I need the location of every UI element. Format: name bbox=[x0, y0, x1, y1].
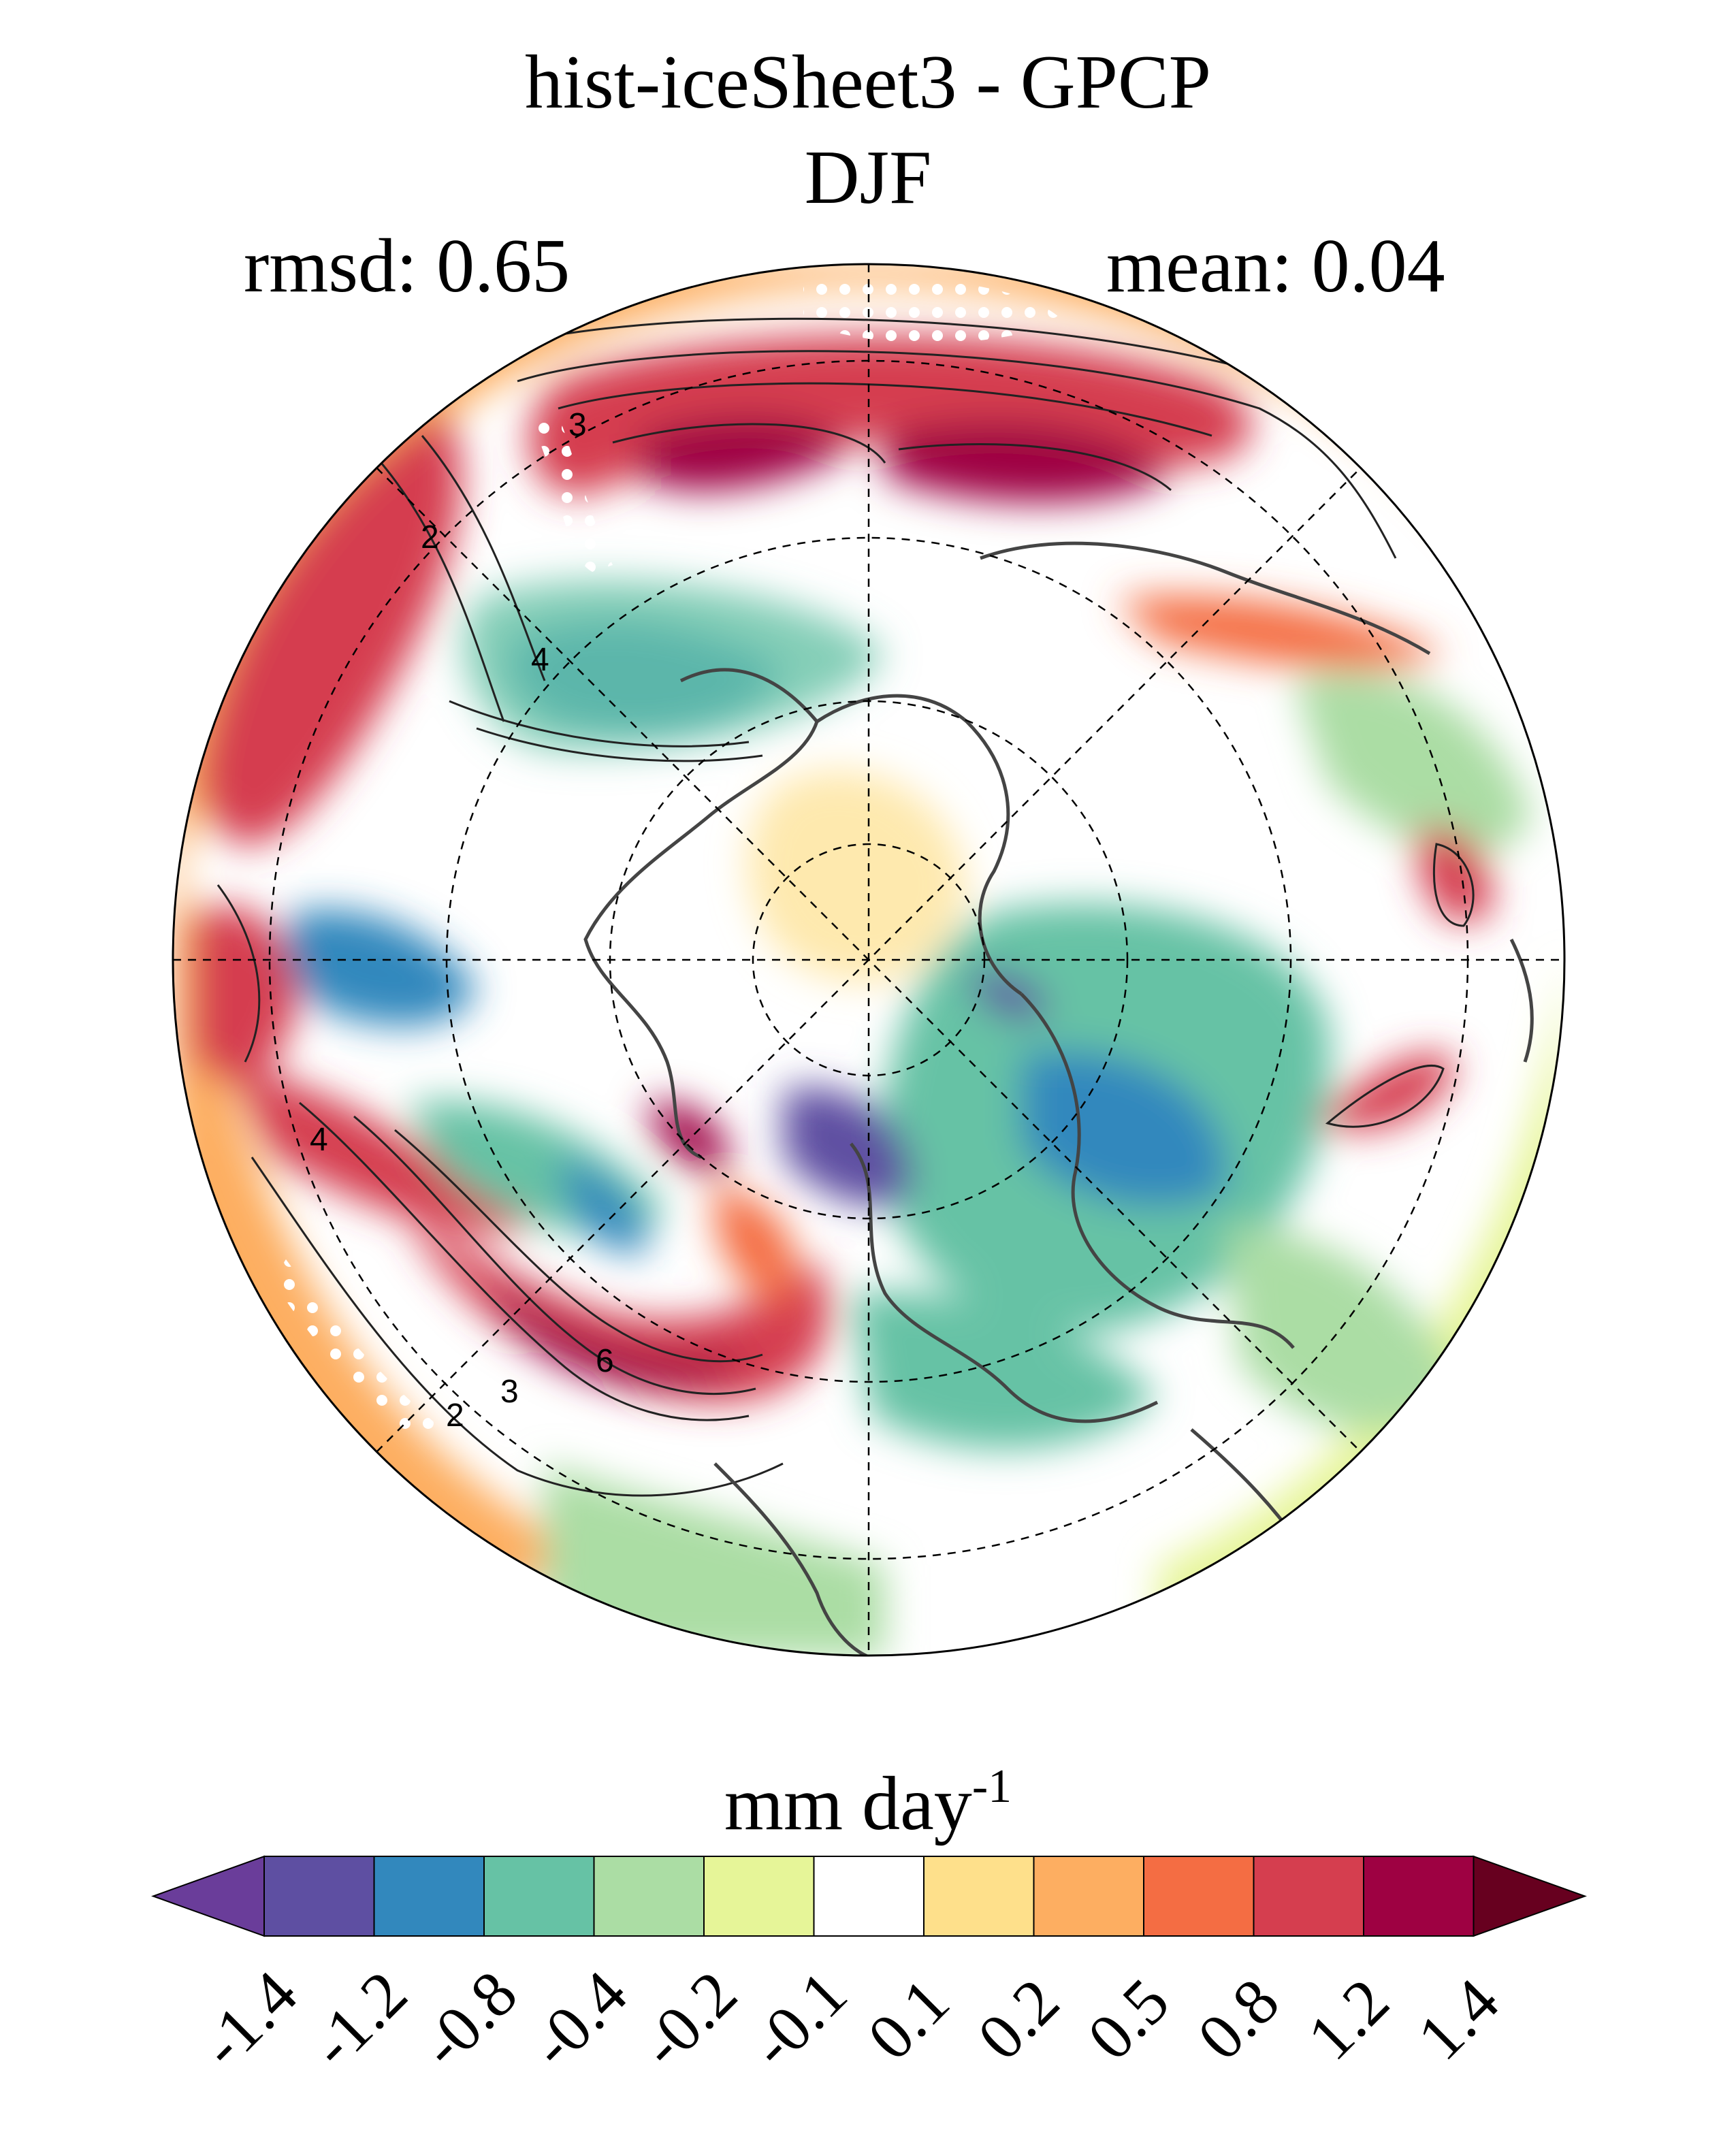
colorbar-box bbox=[1363, 1856, 1475, 1937]
colorbar-tick-label: 0.8 bbox=[1183, 1965, 1293, 2074]
map-field bbox=[173, 264, 1564, 1656]
colorbar-box bbox=[923, 1856, 1035, 1937]
colorbar-box bbox=[1253, 1856, 1364, 1937]
colorbar-tick-label: 1.2 bbox=[1293, 1965, 1403, 2074]
map-title: hist-iceSheet3 - GPCP bbox=[525, 40, 1211, 125]
coastlines bbox=[583, 541, 1534, 1656]
polar-map: 2 3 4 2 3 4 6 bbox=[172, 263, 1566, 1657]
mean-stat: mean: 0.04 bbox=[1106, 224, 1445, 308]
colorbar-units: mm day-1 bbox=[0, 1760, 1736, 1843]
colorbar-tick-label: -1.4 bbox=[186, 1956, 310, 2081]
climatology-contours bbox=[216, 317, 1475, 1497]
contour-label: 3 bbox=[568, 407, 587, 443]
colorbar-box bbox=[373, 1856, 485, 1937]
contour-label: 4 bbox=[310, 1122, 328, 1158]
colorbar-box bbox=[593, 1856, 705, 1937]
colorbar-tick-label: -0.2 bbox=[626, 1956, 750, 2081]
colorbar: -1.4-1.2-0.8-0.4-0.2-0.10.1 0.2 0.5 0.8 1.2 1… bbox=[151, 1855, 1587, 2082]
colorbar-box bbox=[483, 1856, 595, 1937]
colorbar-under-triangle bbox=[151, 1855, 265, 1937]
contour-label: 2 bbox=[446, 1398, 464, 1434]
contour-label: 3 bbox=[500, 1374, 519, 1410]
colorbar-box bbox=[1143, 1856, 1255, 1937]
colorbar-box bbox=[703, 1856, 815, 1937]
units-exponent: -1 bbox=[971, 1760, 1012, 1813]
season-label: DJF bbox=[804, 135, 932, 220]
contour-label: 6 bbox=[596, 1343, 614, 1379]
map-boundary bbox=[172, 263, 1566, 1657]
gridlines bbox=[173, 264, 1564, 1656]
colorbar-tick-label: -0.4 bbox=[516, 1956, 641, 2081]
colorbar-tick-label: 0.2 bbox=[963, 1965, 1073, 2074]
colorbar-tick-label: -0.1 bbox=[736, 1956, 861, 2081]
colorbar-box bbox=[263, 1856, 375, 1937]
colorbar-over-triangle bbox=[1473, 1855, 1587, 1937]
units-base: mm day bbox=[724, 1762, 972, 1846]
colorbar-tick-label: 1.4 bbox=[1403, 1965, 1513, 2074]
colorbar-tick-label: -0.8 bbox=[406, 1956, 530, 2081]
colorbar-tick-label: 0.5 bbox=[1074, 1965, 1183, 2074]
rmsd-stat: rmsd: 0.65 bbox=[244, 224, 570, 308]
colorbar-box bbox=[1033, 1856, 1144, 1937]
contour-label: 4 bbox=[531, 642, 549, 678]
colorbar-box bbox=[813, 1856, 925, 1937]
colorbar-tick-label: -1.2 bbox=[296, 1956, 421, 2081]
contour-label: 2 bbox=[421, 519, 439, 555]
colorbar-tick-label: 0.1 bbox=[854, 1965, 963, 2074]
